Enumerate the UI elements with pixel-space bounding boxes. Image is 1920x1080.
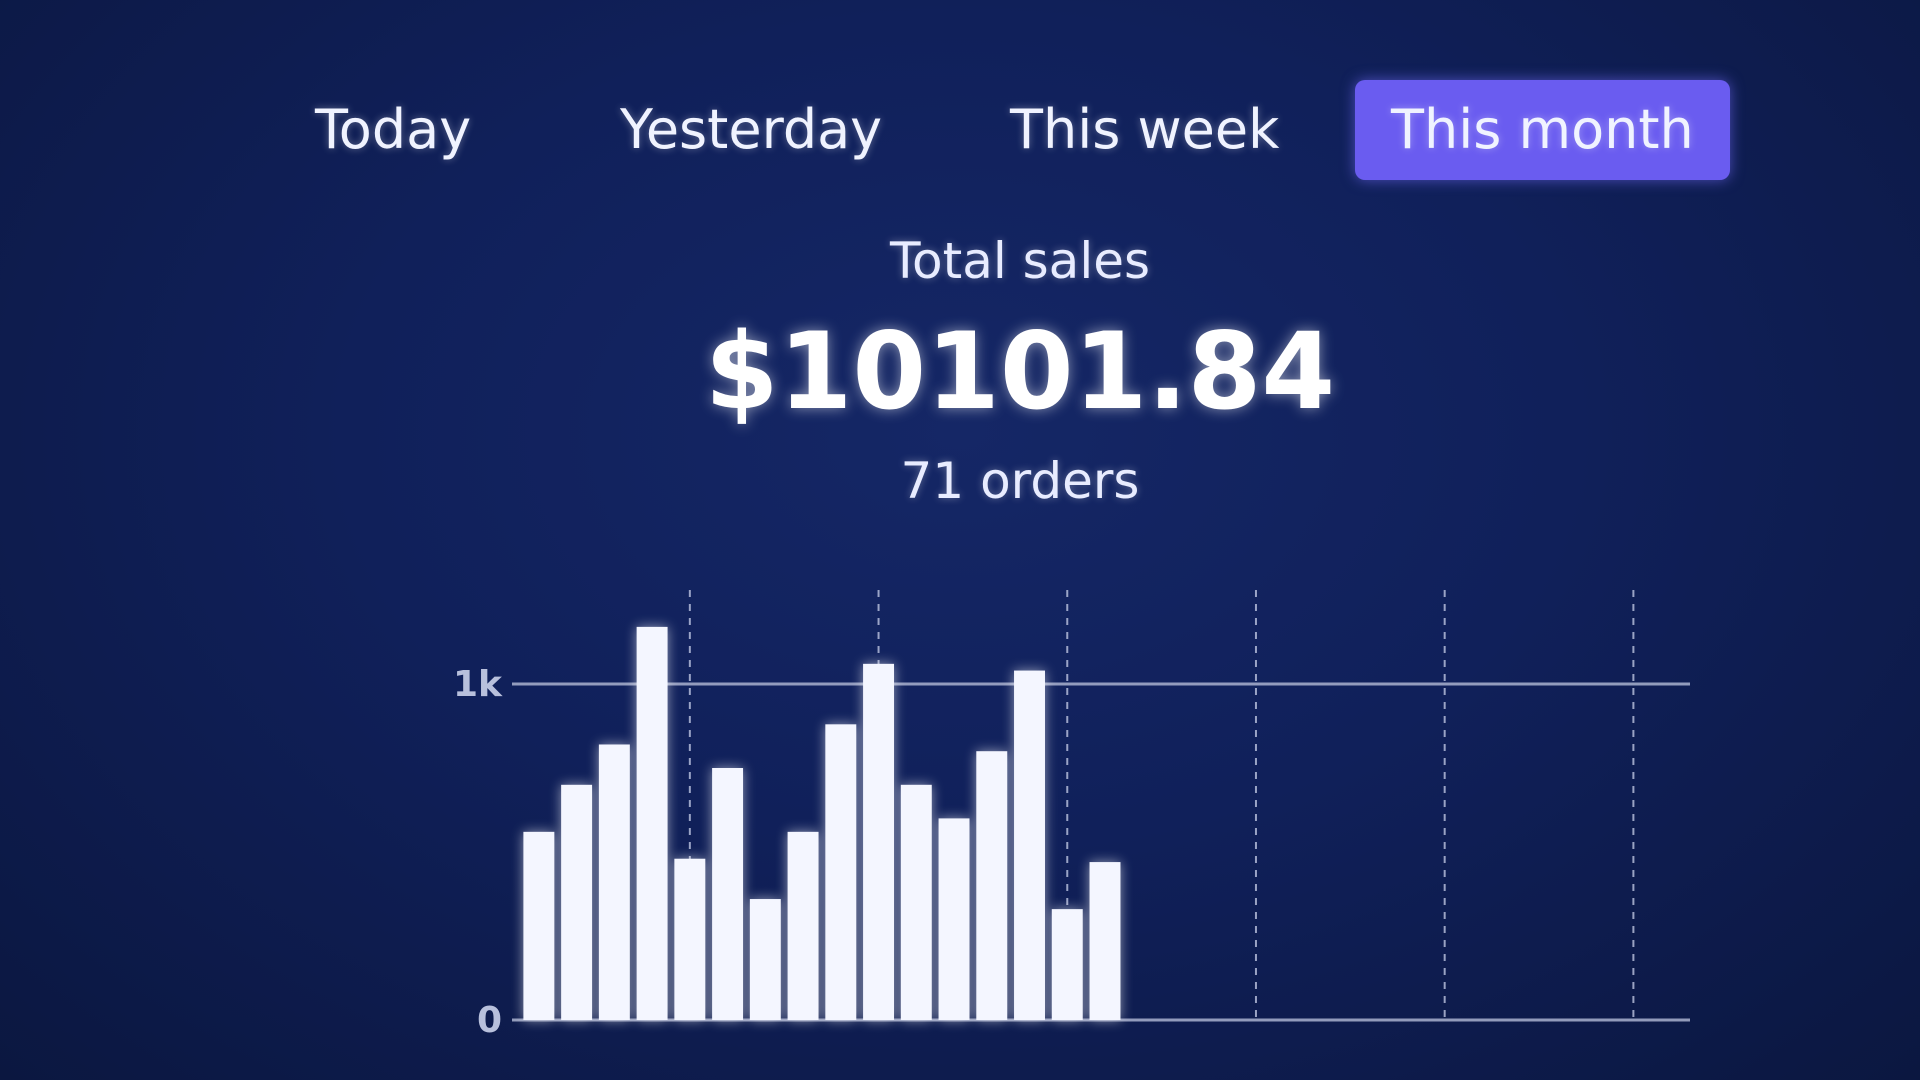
bar-day-8 [787,831,819,1020]
tab-this-month[interactable]: This month [1355,80,1730,180]
total-sales-value: $10101.84 [704,310,1336,433]
tab-today[interactable]: Today [315,98,472,161]
bar-day-7 [749,899,781,1020]
bar-day-11 [900,784,932,1020]
tab-this-week[interactable]: This week [1010,98,1280,161]
total-sales-label: Total sales [889,232,1151,290]
bar-day-9 [825,724,857,1020]
period-tabs: Today Yesterday This week This month [280,80,1730,190]
bar-day-2 [561,784,593,1020]
y-tick-label-1k: 1k [453,664,503,705]
bar-day-4 [636,626,668,1020]
bar-day-6 [712,768,744,1020]
bar-day-13 [976,751,1008,1020]
bar-day-12 [938,818,970,1020]
sales-bar-chart: 0 1k [453,590,1690,1041]
bar-day-3 [598,744,630,1020]
orders-count: 71 orders [900,452,1140,510]
bar-day-15 [1051,909,1083,1020]
bar-day-10 [863,663,895,1020]
bar-day-16 [1089,862,1121,1020]
bar-day-1 [523,831,555,1020]
bar-day-14 [1014,670,1045,1020]
y-tick-label-0: 0 [477,1000,502,1041]
bar-day-5 [674,858,706,1020]
tab-yesterday[interactable]: Yesterday [620,98,883,161]
